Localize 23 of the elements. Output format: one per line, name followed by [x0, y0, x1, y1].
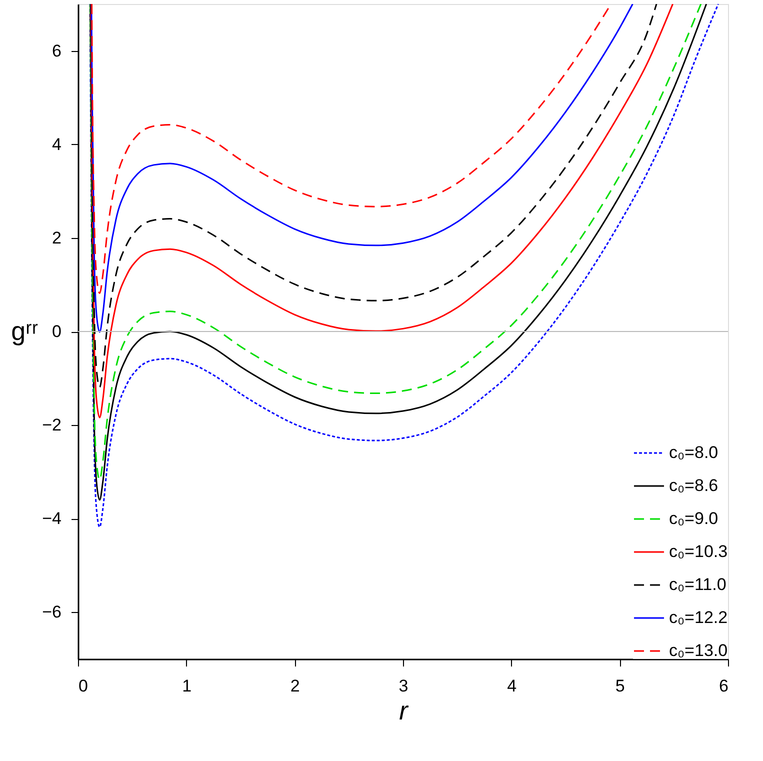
- y-axis-title: gʳʳ: [11, 316, 38, 346]
- y-tick-label: −2: [42, 416, 62, 435]
- y-tick-label: 6: [52, 41, 62, 60]
- x-tick-label: 6: [719, 676, 728, 696]
- y-tick-label: 4: [52, 134, 62, 154]
- x-tick-label: 2: [290, 676, 300, 696]
- x-axis-title: r: [399, 696, 410, 726]
- x-tick-label: 5: [615, 676, 625, 696]
- x-tick-label: 1: [182, 676, 192, 696]
- legend-label: c₀=8.6: [669, 476, 718, 495]
- y-tick-label: 0: [52, 322, 62, 341]
- x-tick-label: 3: [398, 676, 408, 696]
- y-tick-label: −6: [42, 602, 62, 622]
- y-tick-label: −4: [42, 509, 62, 528]
- x-tick-label: 4: [507, 676, 517, 696]
- legend-label: c₀=11.0: [669, 575, 726, 594]
- legend-label: c₀=13.0: [669, 641, 728, 660]
- legend-label: c₀=8.0: [669, 443, 718, 462]
- legend-label: c₀=9.0: [669, 509, 718, 528]
- y-tick-label: 2: [52, 228, 62, 248]
- legend-label: c₀=10.3: [669, 542, 728, 561]
- x-tick-label: 0: [78, 676, 88, 696]
- legend-label: c₀=12.2: [669, 608, 728, 627]
